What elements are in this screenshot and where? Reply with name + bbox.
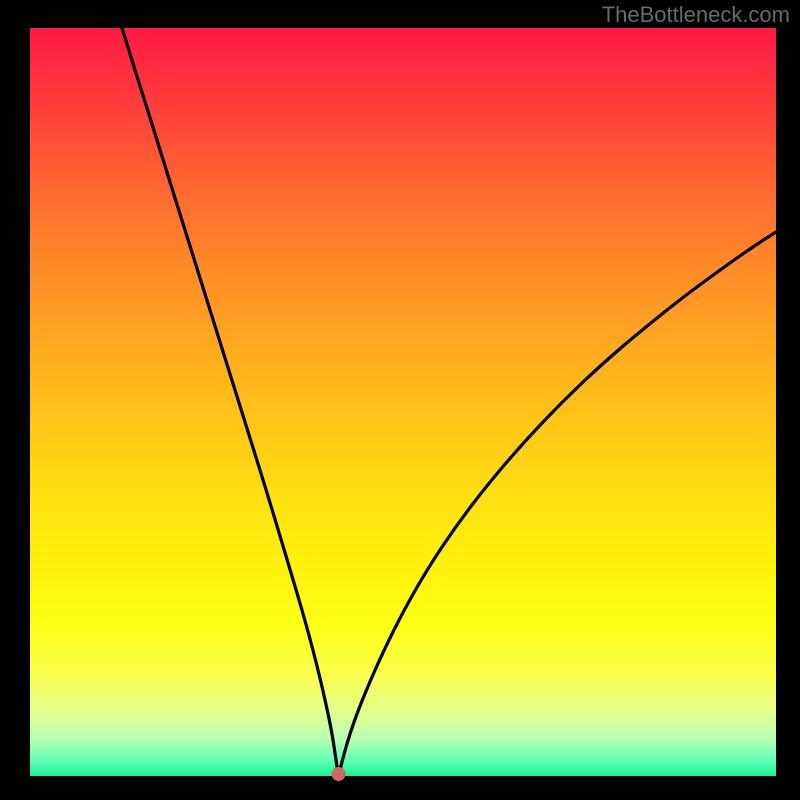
plot-area — [30, 28, 776, 776]
watermark-text: TheBottleneck.com — [602, 2, 790, 28]
chart-container: TheBottleneck.com — [0, 0, 800, 800]
